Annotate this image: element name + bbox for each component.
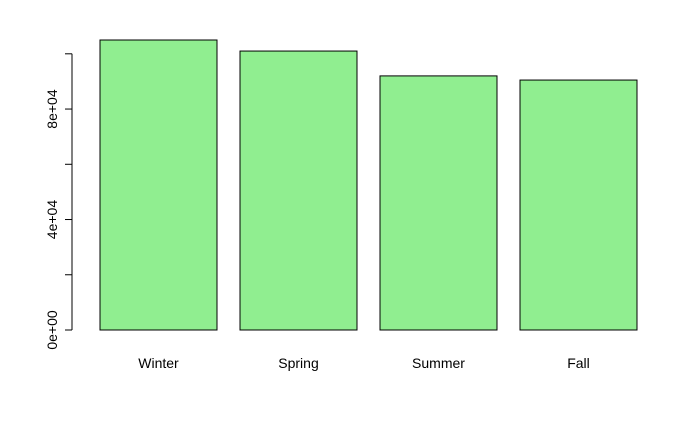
x-tick-label-fall: Fall <box>567 355 590 371</box>
y-tick-label: 8e+04 <box>44 89 60 129</box>
x-axis-labels: Winter Spring Summer Fall <box>138 355 590 371</box>
bar-fall <box>519 79 638 331</box>
x-tick-label-spring: Spring <box>278 355 318 371</box>
bars <box>99 39 638 331</box>
x-tick-label-summer: Summer <box>412 355 465 371</box>
bar-winter <box>99 39 218 331</box>
x-tick-label-winter: Winter <box>138 355 179 371</box>
y-axis: 0e+00 4e+04 8e+04 <box>44 53 73 350</box>
y-tick-label: 0e+00 <box>44 310 60 350</box>
bar-summer <box>379 75 498 331</box>
bar-spring <box>239 50 358 331</box>
y-tick-label: 4e+04 <box>44 200 60 240</box>
